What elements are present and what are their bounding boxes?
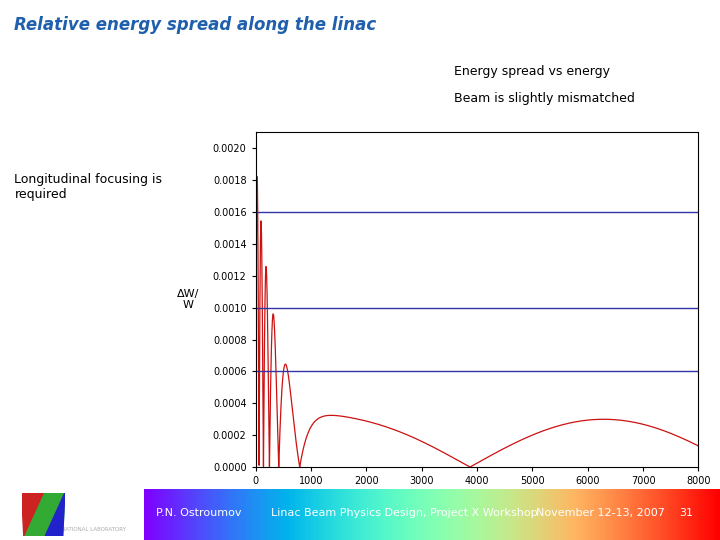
Text: Relative energy spread along the linac: Relative energy spread along the linac bbox=[14, 16, 377, 34]
Y-axis label: ΔW/
W: ΔW/ W bbox=[176, 289, 199, 310]
X-axis label: Beam energy (MeV): Beam energy (MeV) bbox=[421, 492, 533, 502]
Polygon shape bbox=[45, 493, 65, 536]
Text: November 12-13, 2007: November 12-13, 2007 bbox=[536, 508, 665, 518]
Text: NATIONAL LABORATORY: NATIONAL LABORATORY bbox=[61, 527, 126, 532]
Text: Linac Beam Physics Design, Project X Workshop: Linac Beam Physics Design, Project X Wor… bbox=[271, 508, 537, 518]
Text: Energy spread vs energy: Energy spread vs energy bbox=[454, 65, 610, 78]
Text: Longitudinal focusing is
required: Longitudinal focusing is required bbox=[14, 173, 163, 201]
Text: Beam is slightly mismatched: Beam is slightly mismatched bbox=[454, 92, 634, 105]
Text: Argonne: Argonne bbox=[71, 508, 117, 518]
Text: 31: 31 bbox=[680, 508, 693, 518]
Polygon shape bbox=[22, 493, 43, 536]
Text: P.N. Ostroumov: P.N. Ostroumov bbox=[156, 508, 241, 518]
Polygon shape bbox=[24, 493, 65, 536]
